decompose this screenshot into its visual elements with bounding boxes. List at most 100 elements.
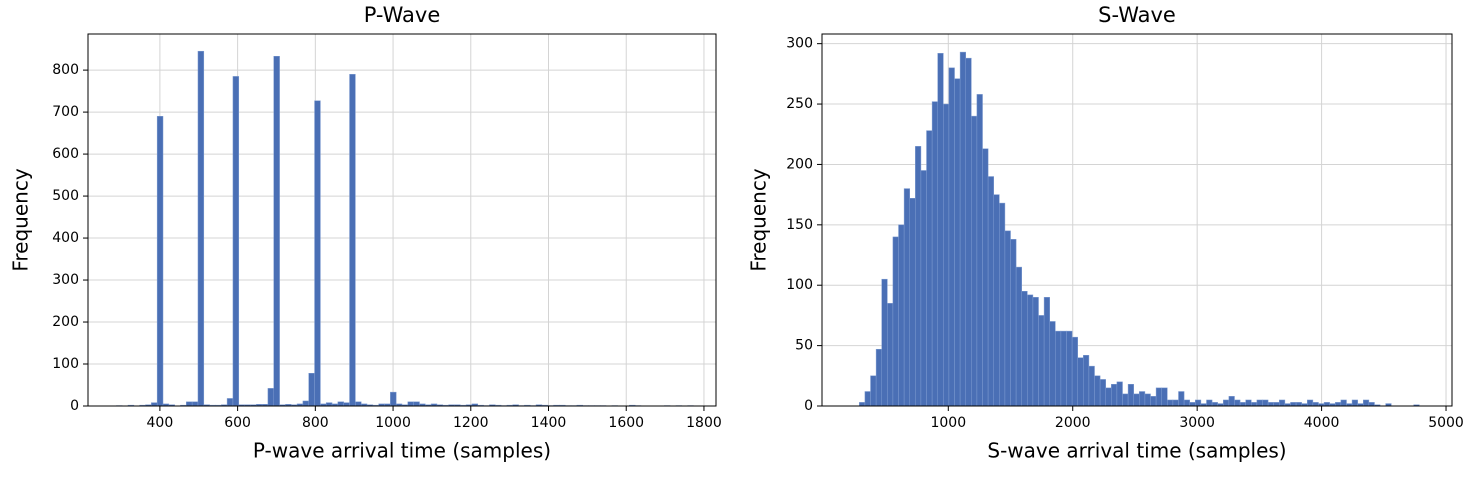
bar [1083, 355, 1090, 407]
bar [1155, 387, 1162, 407]
bar [1055, 330, 1062, 407]
bar [1245, 399, 1252, 407]
bar [1122, 393, 1129, 407]
bar [308, 373, 315, 407]
bar [954, 78, 961, 407]
bar [859, 402, 866, 407]
bar [971, 115, 978, 407]
bar [1133, 393, 1140, 407]
bar [1351, 399, 1358, 407]
y-tick-label: 0 [70, 398, 79, 414]
y-tick-label: 100 [52, 356, 79, 372]
bar [881, 278, 888, 407]
bar [1307, 399, 1314, 407]
bar [1060, 330, 1067, 407]
axes-frame [821, 33, 1453, 407]
bar [186, 401, 193, 407]
bar [1144, 393, 1151, 407]
bar [1256, 399, 1263, 407]
y-tick-label: 800 [52, 62, 79, 78]
bar [1262, 399, 1269, 407]
bar [1105, 387, 1112, 407]
bar [1178, 391, 1185, 407]
bar [1234, 399, 1241, 407]
bar [909, 198, 916, 407]
bar [959, 51, 966, 407]
x-tick-label: 3000 [1179, 415, 1215, 431]
x-axis-label: P-wave arrival time (samples) [253, 439, 551, 463]
bar [875, 348, 882, 407]
bar [892, 236, 899, 407]
bar [1295, 402, 1302, 407]
y-tick-label: 150 [786, 217, 813, 233]
y-tick-label: 500 [52, 188, 79, 204]
y-tick-label: 100 [786, 277, 813, 293]
bar [1223, 399, 1230, 407]
bar [1111, 384, 1118, 407]
bar [1127, 384, 1134, 407]
x-tick-label: 1400 [531, 415, 567, 431]
bar [1206, 399, 1213, 407]
y-tick-label: 250 [786, 96, 813, 112]
bar [1071, 336, 1078, 407]
bar [325, 402, 333, 407]
bar [943, 103, 950, 407]
y-tick-label: 300 [52, 272, 79, 288]
bar [1363, 399, 1370, 407]
x-tick-label: 5000 [1428, 415, 1464, 431]
bar [226, 398, 234, 407]
bar [864, 391, 871, 407]
y-axis-label: Frequency [747, 168, 771, 271]
bar [1099, 379, 1106, 407]
y-tick-label: 50 [795, 338, 813, 354]
bar [337, 401, 344, 407]
bar [1088, 365, 1095, 407]
x-tick-label: 1800 [686, 415, 722, 431]
y-tick-label: 200 [52, 314, 79, 330]
bar [273, 56, 280, 407]
x-tick-label: 1200 [453, 415, 489, 431]
bar [903, 188, 910, 407]
axes-frame [87, 33, 717, 407]
x-axis-label: S-wave arrival time (samples) [987, 439, 1286, 463]
bar [1340, 399, 1347, 407]
bar [1239, 402, 1246, 407]
bar [302, 400, 309, 407]
bar [1027, 294, 1034, 407]
bar [1077, 357, 1084, 407]
bar [1038, 315, 1045, 407]
y-tick-label: 700 [52, 104, 79, 120]
y-tick-label: 300 [786, 36, 813, 52]
x-tick-label: 800 [302, 415, 329, 431]
bar [1116, 381, 1123, 407]
chart-title: S-Wave [1098, 3, 1176, 27]
bar [887, 303, 894, 407]
bar [1279, 399, 1286, 407]
bar [197, 50, 205, 407]
y-tick-label: 0 [804, 398, 813, 414]
bar [1189, 402, 1196, 407]
bar [191, 401, 199, 407]
bar [349, 74, 356, 407]
bar [1211, 402, 1218, 407]
bar [1183, 399, 1190, 407]
x-tick-label: 1600 [608, 415, 644, 431]
y-tick-label: 400 [52, 230, 79, 246]
bar [1049, 321, 1056, 407]
bar [1150, 396, 1157, 407]
bar [1290, 402, 1297, 407]
bar [1267, 402, 1274, 407]
bar [1312, 402, 1319, 407]
bar [156, 116, 164, 407]
bar [898, 224, 905, 407]
bar [1323, 402, 1330, 407]
bar [982, 148, 989, 407]
x-tick-label: 2000 [1055, 415, 1091, 431]
bar [407, 401, 414, 407]
bar [151, 402, 158, 407]
bar [1004, 230, 1011, 407]
bar [1021, 291, 1028, 407]
bar [1161, 387, 1168, 407]
bar [993, 194, 1000, 407]
